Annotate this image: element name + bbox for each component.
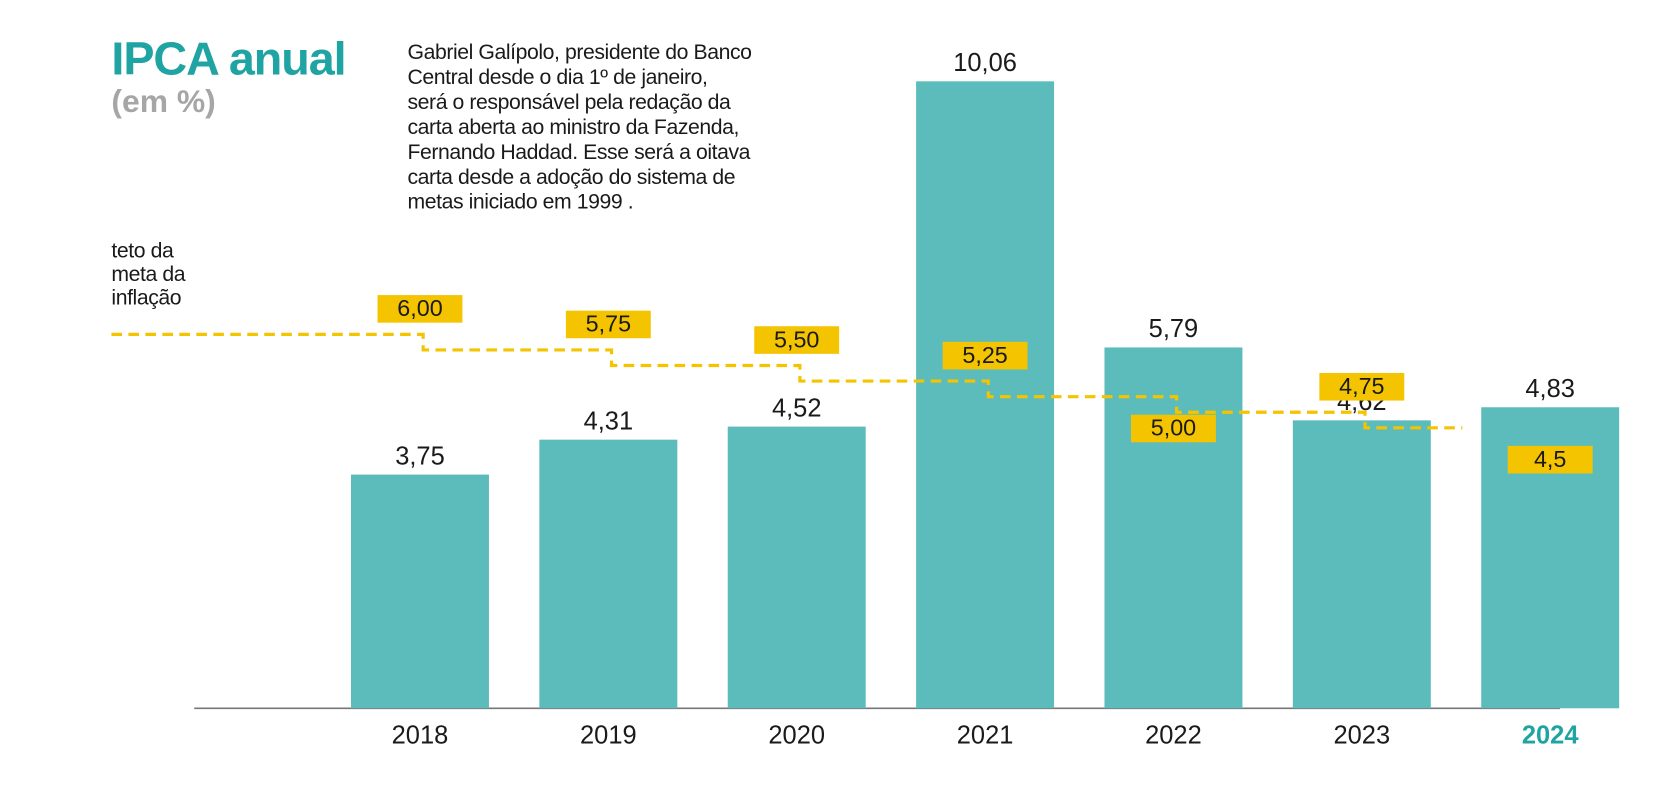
annotation-line: carta desde a adoção do sistema de: [408, 166, 736, 189]
target-box: [1131, 414, 1216, 443]
bar: [351, 474, 489, 709]
chart-title: IPCA anual: [111, 32, 345, 84]
target-box: [754, 326, 840, 354]
bar: [1104, 347, 1243, 709]
target-label-line: teto da: [111, 240, 174, 263]
x-tick-label: 2021: [957, 722, 1014, 750]
annotation-line: Gabriel Galípolo, presidente do Banco: [408, 41, 752, 64]
annotation: Gabriel Galípolo, presidente do BancoCen…: [408, 41, 752, 214]
target-box: [565, 310, 651, 339]
target-box: [942, 341, 1028, 370]
target-value-label: 5,50: [774, 326, 819, 352]
target-box: [1507, 445, 1593, 474]
target-value-label: 5,00: [1151, 415, 1196, 441]
target-label-line: meta da: [111, 263, 185, 286]
value-label: 4,31: [584, 407, 634, 435]
x-tick-label: 2023: [1334, 722, 1391, 750]
target-box: [1319, 372, 1405, 401]
value-label: 3,75: [395, 442, 445, 470]
target-label-line: inflação: [111, 286, 181, 309]
bar: [539, 439, 678, 709]
annotation-line: metas iniciado em 1999 .: [408, 191, 634, 214]
value-label: 5,79: [1149, 315, 1199, 343]
bar: [1292, 420, 1431, 709]
annotation-line: carta aberta ao ministro da Fazenda,: [408, 116, 739, 139]
value-label: 4,52: [772, 394, 822, 422]
value-label: 4,83: [1525, 375, 1575, 403]
annotation-line: Fernando Haddad. Esse será a oitava: [408, 141, 751, 164]
annotation-line: será o responsável pela redação da: [408, 91, 732, 114]
chart-subtitle: (em %): [111, 83, 215, 119]
x-tick-label: 2024: [1522, 722, 1579, 750]
x-tick-label: 2022: [1145, 722, 1202, 750]
x-tick-label: 2019: [580, 722, 637, 750]
x-tick-label: 2020: [768, 722, 825, 750]
target-value-label: 6,00: [397, 295, 442, 321]
target-value-label: 4,5: [1534, 446, 1566, 472]
bar: [727, 426, 866, 709]
target-value-label: 5,25: [962, 342, 1007, 368]
target-value-label: 4,75: [1339, 373, 1384, 399]
target-line: [111, 332, 1463, 430]
bar: [916, 81, 1055, 709]
x-tick-label: 2018: [392, 722, 449, 750]
target-value-label: 5,75: [586, 311, 631, 337]
value-label: 10,06: [953, 49, 1017, 77]
annotation-line: Central desde o dia 1º de janeiro,: [408, 66, 708, 89]
target-box: [377, 295, 463, 323]
